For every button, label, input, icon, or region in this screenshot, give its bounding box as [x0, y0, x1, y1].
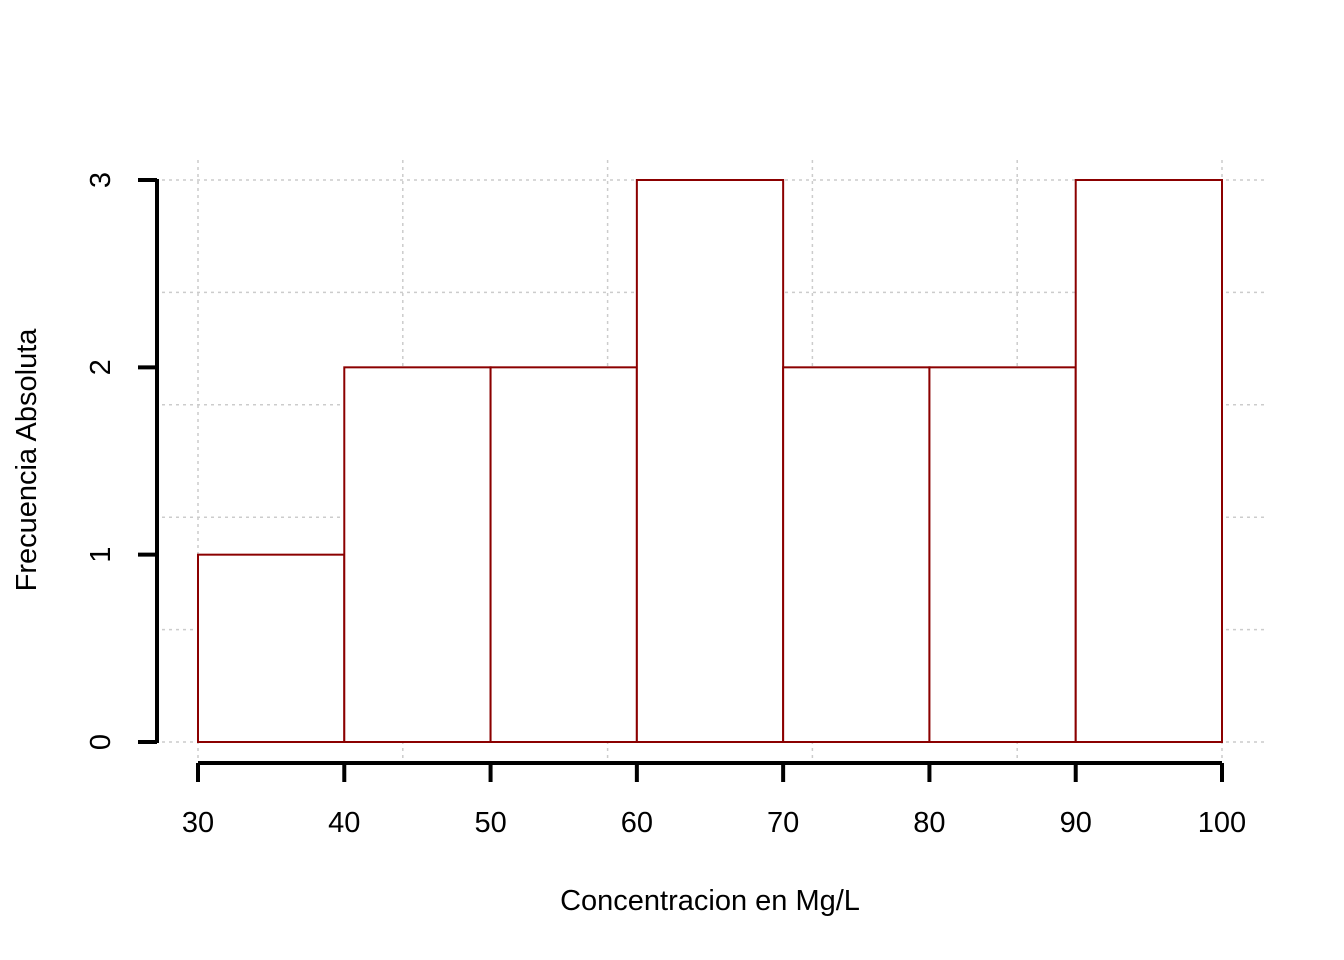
- x-tick-label: 90: [1060, 807, 1092, 839]
- histogram-bar: [635, 179, 785, 743]
- x-tick-label: 100: [1198, 807, 1246, 839]
- histogram-bar: [197, 553, 346, 744]
- bars: [197, 179, 1223, 744]
- histogram-bar: [489, 366, 638, 743]
- histogram-bar: [343, 366, 492, 743]
- histogram-bar: [1074, 179, 1223, 743]
- y-tick-label: 2: [85, 359, 117, 375]
- y-tick-label: 3: [85, 172, 117, 188]
- x-tick-label: 80: [913, 807, 945, 839]
- x-tick-label: 30: [182, 807, 214, 839]
- axes: [138, 178, 1224, 782]
- tick-labels: 30 40 50 60 70 80 90 100 0 1 2 3: [85, 172, 1246, 839]
- x-tick-label: 40: [328, 807, 360, 839]
- y-tick-label: 1: [85, 547, 117, 563]
- x-tick-label: 60: [621, 807, 653, 839]
- histogram-bar: [782, 366, 931, 743]
- y-tick-label: 0: [85, 734, 117, 750]
- y-axis-title: Frecuencia Absoluta: [11, 328, 43, 592]
- x-axis-title: Concentracion en Mg/L: [560, 885, 860, 917]
- x-tick-label: 70: [767, 807, 799, 839]
- histogram-bar: [928, 366, 1077, 743]
- x-tick-label: 50: [474, 807, 506, 839]
